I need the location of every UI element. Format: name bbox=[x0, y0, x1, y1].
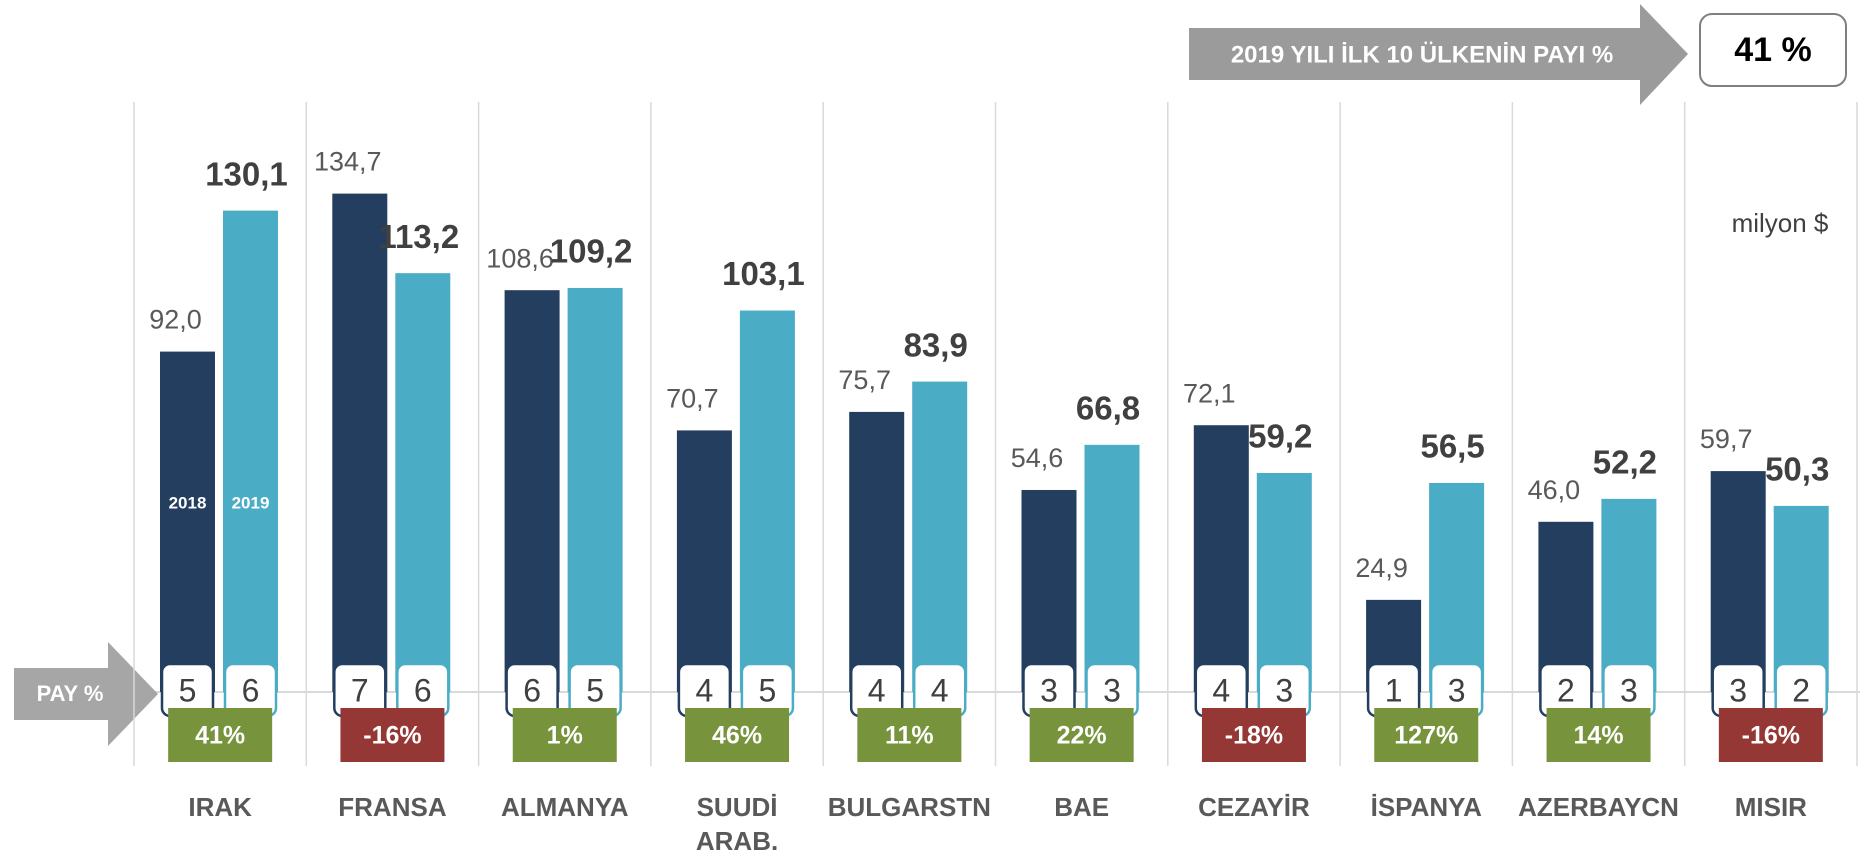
share-value: 6 bbox=[523, 672, 541, 708]
value-label-2019: 56,5 bbox=[1420, 428, 1484, 465]
share-value: 5 bbox=[586, 672, 604, 708]
bar bbox=[332, 193, 388, 693]
category-label: SUUDİ ARAB. bbox=[695, 792, 779, 856]
value-label-2019: 59,2 bbox=[1248, 418, 1312, 455]
share-value: 6 bbox=[242, 672, 260, 708]
category-label: CEZAYİR bbox=[1198, 792, 1310, 822]
legend-entry: 2019 bbox=[232, 493, 270, 512]
bar bbox=[1193, 425, 1249, 692]
value-label-2019: 66,8 bbox=[1076, 390, 1140, 427]
change-label: -18% bbox=[1225, 722, 1283, 750]
share-value: 5 bbox=[179, 672, 197, 708]
bar bbox=[160, 351, 215, 692]
change-label: 22% bbox=[1057, 722, 1107, 750]
change-box bbox=[685, 708, 790, 762]
value-label-2019: 103,1 bbox=[722, 255, 805, 292]
category-label: BAE bbox=[1054, 792, 1110, 822]
category-label: BULGARSTN bbox=[827, 792, 991, 822]
share-value: 7 bbox=[351, 672, 369, 708]
share-value: 4 bbox=[868, 672, 886, 708]
value-label-2018: 72,1 bbox=[1183, 378, 1236, 408]
value-label-2018: 59,7 bbox=[1700, 424, 1753, 454]
change-box bbox=[340, 708, 445, 762]
bar bbox=[1429, 482, 1485, 692]
headline-value: 41 % bbox=[1734, 31, 1812, 69]
change-label: 46% bbox=[712, 722, 762, 750]
share-value: 4 bbox=[696, 672, 714, 708]
change-box bbox=[1718, 708, 1823, 762]
bar bbox=[1773, 505, 1829, 692]
change-box bbox=[1374, 708, 1479, 762]
bar bbox=[1710, 471, 1766, 692]
bar bbox=[1256, 472, 1312, 692]
share-value: 2 bbox=[1557, 672, 1575, 708]
bar bbox=[912, 381, 968, 692]
bar bbox=[849, 411, 905, 692]
bar bbox=[504, 290, 560, 692]
value-label-2019: 52,2 bbox=[1593, 444, 1657, 481]
change-box bbox=[1201, 708, 1306, 762]
bar bbox=[676, 430, 732, 692]
share-value: 5 bbox=[759, 672, 777, 708]
change-box bbox=[1029, 708, 1134, 762]
share-value: 1 bbox=[1385, 672, 1403, 708]
category-label: İSPANYA bbox=[1370, 792, 1482, 822]
value-label-2019: 113,2 bbox=[378, 218, 459, 255]
share-value: 3 bbox=[1040, 672, 1058, 708]
change-label: -16% bbox=[1742, 722, 1800, 750]
share-value: 4 bbox=[931, 672, 949, 708]
category-label: MISIR bbox=[1734, 792, 1807, 822]
bar bbox=[567, 287, 623, 692]
value-label-2018: 134,7 bbox=[314, 147, 382, 177]
bar bbox=[395, 273, 451, 692]
value-label-2019: 130,1 bbox=[205, 155, 288, 192]
share-label: PAY % bbox=[37, 681, 104, 706]
legend-entry: 2018 bbox=[169, 493, 207, 512]
value-label-2018: 46,0 bbox=[1528, 475, 1581, 505]
share-value: 3 bbox=[1620, 672, 1638, 708]
share-value: 6 bbox=[414, 672, 432, 708]
unit-note: milyon $ bbox=[1732, 208, 1829, 238]
share-value: 3 bbox=[1103, 672, 1121, 708]
value-label-2018: 108,6 bbox=[486, 243, 554, 273]
bar bbox=[223, 210, 278, 692]
change-label: 41% bbox=[195, 722, 245, 750]
bar bbox=[1601, 498, 1657, 692]
change-label: 14% bbox=[1574, 722, 1624, 750]
headline: 2019 YILI İLK 10 ÜLKENİN PAYI % bbox=[1231, 41, 1613, 68]
change-box bbox=[168, 708, 273, 762]
value-label-2019: 50,3 bbox=[1765, 451, 1829, 488]
change-label: 11% bbox=[885, 722, 934, 750]
change-box bbox=[512, 708, 617, 762]
value-label-2018: 92,0 bbox=[149, 305, 202, 335]
category-label: IRAK bbox=[188, 792, 252, 822]
headline-box bbox=[1699, 13, 1847, 87]
share-value: 4 bbox=[1212, 672, 1230, 708]
share-value: 3 bbox=[1729, 672, 1747, 708]
share-value: 3 bbox=[1448, 672, 1466, 708]
value-label-2019: 109,2 bbox=[550, 233, 633, 270]
value-label-2018: 24,9 bbox=[1355, 553, 1408, 583]
share-arrow bbox=[14, 642, 158, 746]
change-label: -16% bbox=[363, 722, 421, 750]
share-value: 2 bbox=[1792, 672, 1810, 708]
value-label-2018: 54,6 bbox=[1011, 443, 1064, 473]
category-label: FRANSA bbox=[338, 792, 447, 822]
value-label-2018: 70,7 bbox=[666, 384, 719, 414]
bar bbox=[1021, 489, 1077, 692]
bar bbox=[739, 310, 795, 692]
headline-arrow bbox=[1189, 4, 1688, 105]
bar bbox=[1084, 444, 1140, 692]
change-label: 1% bbox=[547, 722, 583, 750]
value-label-2018: 75,7 bbox=[838, 365, 891, 395]
value-label-2019: 83,9 bbox=[904, 326, 968, 363]
share-value: 3 bbox=[1275, 672, 1293, 708]
change-label: 127% bbox=[1394, 722, 1458, 750]
change-box bbox=[1546, 708, 1651, 762]
category-label: ALMANYA bbox=[500, 792, 629, 822]
change-box bbox=[857, 708, 962, 762]
category-label: AZERBAYCN bbox=[1518, 792, 1679, 822]
